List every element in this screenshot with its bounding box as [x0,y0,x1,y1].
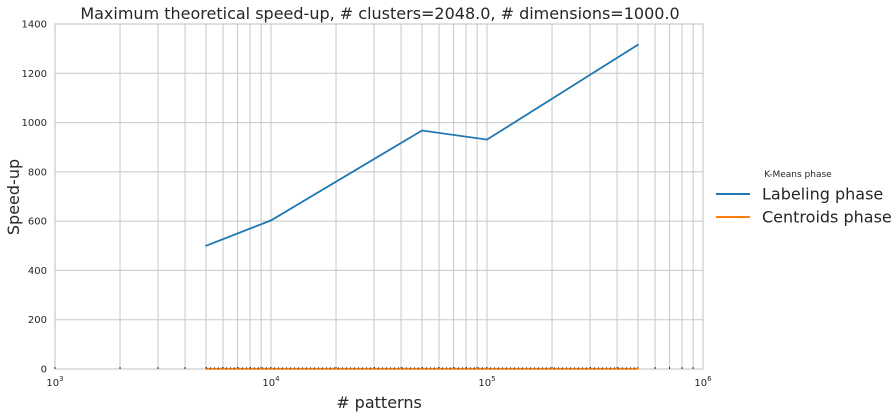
legend-title: K-Means phase [764,170,832,180]
plot-area: 103 104 105 106 0 200 400 600 800 1000 1200 1400 [22,20,713,390]
x-tick-labels: 103 104 105 106 [46,375,712,389]
series-1-point [637,367,639,370]
series-0-point [421,129,423,132]
y-tick-labels: 0 200 400 600 800 1000 1200 1400 [22,20,47,376]
x-tick-label: 103 [46,375,63,389]
y-tick-label: 400 [28,266,47,277]
y-axis-label: Speed-up [4,159,23,235]
grid-lines [54,24,703,369]
y-tick-label: 600 [28,217,47,228]
x-axis-label: # patterns [336,393,422,412]
legend: K-Means phase Labeling phase Centroids ph… [716,170,891,227]
y-tick-label: 200 [28,315,47,326]
x-tick-label: 104 [262,375,280,389]
legend-label-0: Labeling phase [762,185,883,204]
y-tick-label: 1400 [22,20,47,31]
y-tick-label: 1200 [22,69,47,80]
series-0-point [270,219,272,222]
series-lines [205,43,639,370]
plot-frame [54,23,704,370]
y-tick-label: 0 [41,365,47,376]
series-0-point [205,244,207,247]
x-tick-label: 105 [478,375,495,389]
series-0-point [486,138,488,141]
series-0-point [637,43,639,46]
x-tick-label: 106 [694,375,712,389]
legend-label-1: Centroids phase [762,208,891,227]
y-tick-label: 800 [28,167,47,178]
chart-title: Maximum theoretical speed-up, # clusters… [80,4,679,23]
y-tick-label: 1000 [22,118,47,129]
